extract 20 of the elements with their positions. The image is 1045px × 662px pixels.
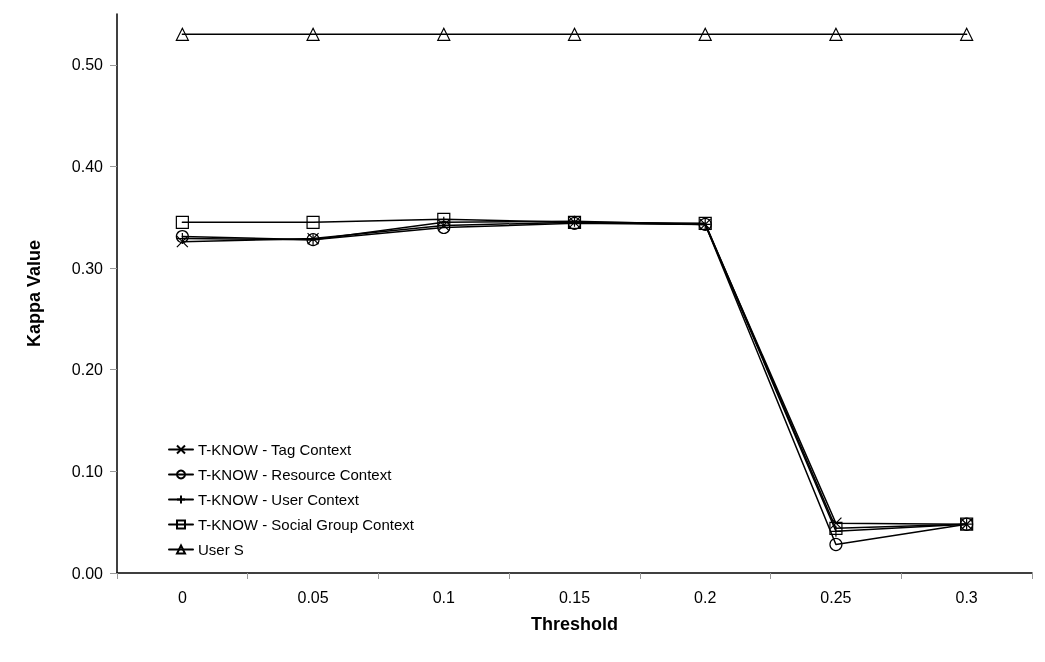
x-tick-label: 0.25: [820, 588, 852, 606]
x-tick-label: 0.3: [955, 588, 978, 606]
y-tick-label: 0.10: [71, 462, 104, 480]
x-tick-label: 0.05: [297, 588, 329, 606]
legend-label: T-KNOW - Tag Context: [198, 441, 352, 458]
y-tick-label: 0.00: [71, 564, 104, 582]
legend-label: T-KNOW - Resource Context: [198, 466, 393, 483]
legend-label: T-KNOW - Social Group Context: [198, 516, 415, 533]
x-tick-label: 0.1: [432, 588, 455, 606]
legend-label: T-KNOW - User Context: [198, 491, 360, 508]
legend-label: User S: [198, 541, 244, 558]
y-tick-label: 0.30: [71, 259, 104, 277]
x-axis-title: Threshold: [530, 614, 619, 634]
y-tick-label: 0.50: [71, 56, 104, 74]
x-tick-label: 0: [177, 588, 187, 606]
y-tick-label: 0.20: [71, 361, 104, 379]
x-tick-label: 0.15: [558, 588, 591, 606]
y-axis-title: Kappa Value: [24, 239, 44, 348]
y-tick-label: 0.40: [71, 157, 104, 175]
x-tick-label: 0.2: [694, 588, 717, 606]
